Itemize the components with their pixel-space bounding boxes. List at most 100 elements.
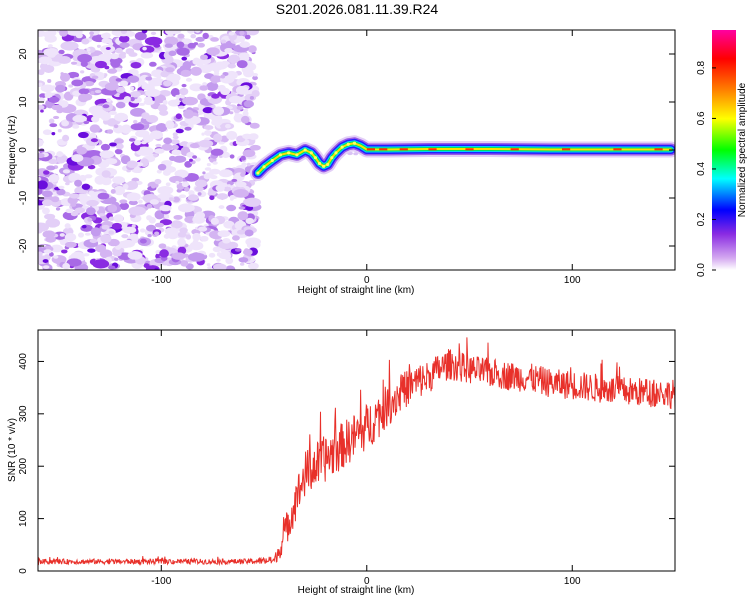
noise-blob <box>57 56 71 64</box>
noise-blob <box>65 182 70 186</box>
noise-blob <box>200 54 208 60</box>
noise-blob <box>80 70 85 74</box>
noise-blob <box>179 142 185 147</box>
noise-blob <box>65 208 74 214</box>
noise-blob <box>153 153 158 157</box>
noise-blob <box>70 61 78 65</box>
noise-blob <box>204 167 212 171</box>
noise-blob <box>163 137 173 145</box>
noise-blob <box>43 170 50 175</box>
noise-blob <box>153 43 161 48</box>
noise-blob <box>39 62 49 71</box>
noise-blob <box>192 155 198 159</box>
noise-blob <box>55 207 61 211</box>
noise-blob <box>78 93 89 103</box>
noise-blob <box>252 75 258 81</box>
noise-blob <box>225 257 234 265</box>
noise-blob <box>84 174 93 179</box>
noise-blob <box>42 129 52 136</box>
noise-blob <box>109 53 120 60</box>
noise-blob <box>114 112 129 122</box>
noise-blob <box>131 224 136 228</box>
noise-blob <box>122 226 137 234</box>
noise-blob <box>113 124 119 129</box>
noise-blob <box>83 80 95 87</box>
noise-blob <box>134 93 139 97</box>
noise-blob <box>68 84 74 88</box>
noise-blob <box>59 30 68 37</box>
noise-blob <box>62 134 70 142</box>
track-dot <box>330 156 334 160</box>
noise-blob <box>99 150 115 159</box>
noise-blob <box>38 139 45 145</box>
noise-blob <box>112 176 126 184</box>
noise-blob <box>204 130 212 136</box>
noise-blob <box>113 30 120 35</box>
noise-blob <box>119 80 129 87</box>
x-tick-label: -100 <box>151 275 171 286</box>
noise-blob <box>56 151 64 158</box>
colorbar-tick-label: 0.2 <box>696 212 707 226</box>
noise-blob <box>187 42 196 49</box>
noise-blob <box>118 35 130 43</box>
noise-blob <box>100 143 111 151</box>
noise-blob <box>127 75 140 83</box>
noise-blob <box>154 148 165 154</box>
noise-blob <box>177 203 195 213</box>
noise-blob <box>109 207 116 212</box>
snr-y-ticks: 0 100 200 300 400 <box>18 353 675 574</box>
noise-blob <box>247 262 259 270</box>
noise-blob <box>184 216 196 224</box>
noise-blob <box>245 237 261 247</box>
noise-blob <box>197 42 205 48</box>
noise-blob <box>238 52 250 59</box>
noise-blob <box>74 207 86 214</box>
noise-blob <box>194 179 208 188</box>
noise-blob <box>44 91 53 99</box>
track-dot <box>256 171 260 175</box>
noise-blob <box>154 267 159 270</box>
noise-blob <box>108 265 116 270</box>
noise-blob <box>160 71 169 78</box>
noise-blob <box>56 188 66 196</box>
noise-blob <box>180 94 186 99</box>
noise-blob <box>119 199 128 204</box>
noise-blob <box>59 233 65 237</box>
noise-blob <box>229 197 234 201</box>
noise-blob <box>117 240 132 249</box>
noise-blob <box>38 82 43 87</box>
noise-blob <box>126 180 139 190</box>
noise-blob <box>213 263 227 270</box>
noise-blob <box>85 207 96 216</box>
noise-blob <box>241 162 248 167</box>
noise-blob <box>206 47 220 56</box>
noise-blob <box>139 45 155 54</box>
noise-blob <box>240 155 246 161</box>
noise-blob <box>70 203 77 207</box>
noise-blob <box>139 238 147 244</box>
noise-blob <box>42 190 53 198</box>
noise-blob <box>176 47 190 56</box>
noise-blob <box>67 71 80 79</box>
noise-blob <box>115 47 123 54</box>
noise-blob <box>237 211 249 221</box>
noise-blob <box>134 31 147 41</box>
y-tick-label: -20 <box>18 238 29 253</box>
noise-blob <box>167 197 175 202</box>
noise-blob <box>72 114 87 123</box>
noise-blob <box>197 192 202 196</box>
noise-blob <box>106 118 118 127</box>
noise-blob <box>187 194 199 201</box>
noise-blob <box>101 177 112 186</box>
noise-blob <box>156 169 162 174</box>
noise-blob <box>94 60 107 69</box>
noise-blob <box>214 72 220 76</box>
noise-blob <box>140 140 147 145</box>
noise-blob <box>57 129 62 133</box>
noise-blob <box>174 169 189 179</box>
noise-blob <box>100 32 110 39</box>
noise-blob <box>60 72 71 82</box>
noise-blob <box>64 223 71 229</box>
noise-blob <box>164 43 173 48</box>
